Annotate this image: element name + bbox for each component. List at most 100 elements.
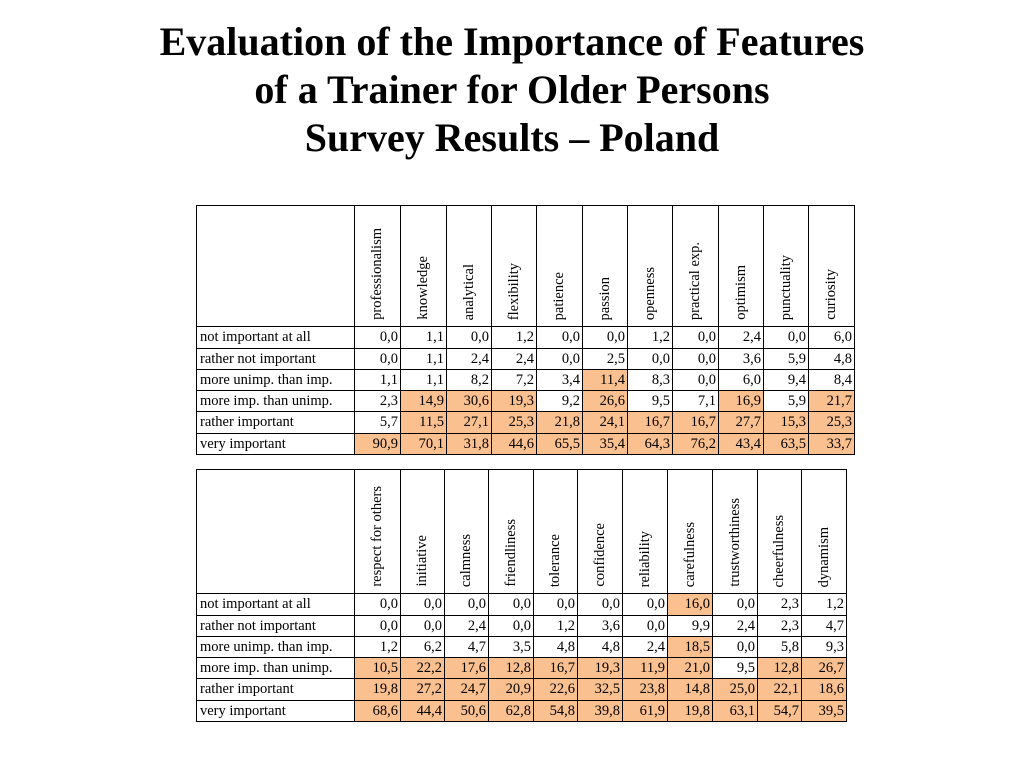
table-row: rather important 5,7 11,5 27,1 25,3 21,8 24,1 1… xyxy=(196,411,855,434)
column-header-label: practical exp. xyxy=(687,241,703,320)
value-cell: 2,4 xyxy=(444,615,489,637)
value-cell: 0,0 xyxy=(533,593,578,616)
title-line-3: Survey Results – Poland xyxy=(304,115,720,160)
column-header-label: reliability xyxy=(636,530,653,587)
column-header: professionalism xyxy=(354,205,401,327)
value-cell: 0,0 xyxy=(354,615,401,637)
value-cell: 22,1 xyxy=(757,678,802,701)
value-cell: 65,5 xyxy=(536,433,583,455)
column-header: trustworthiness xyxy=(712,469,758,594)
value-cell: 27,7 xyxy=(718,411,764,434)
value-cell: 14,9 xyxy=(400,390,447,412)
value-cell: 16,9 xyxy=(718,390,764,412)
value-cell: 0,0 xyxy=(672,348,719,370)
value-cell: 43,4 xyxy=(718,433,764,455)
value-cell: 0,0 xyxy=(400,593,445,616)
value-cell: 25,3 xyxy=(491,411,537,434)
column-header: friendliness xyxy=(488,469,534,594)
column-header-label: patience xyxy=(551,271,567,320)
title-line-1: Evaluation of the Importance of Features xyxy=(159,19,865,64)
row-label: rather important xyxy=(196,411,355,434)
column-header: confidence xyxy=(577,469,623,594)
value-cell: 3,4 xyxy=(536,369,583,391)
value-cell: 9,5 xyxy=(712,657,758,679)
value-cell: 33,7 xyxy=(808,433,855,455)
value-cell: 0,0 xyxy=(488,593,534,616)
column-header-label: tolerance xyxy=(547,533,563,587)
column-header: openness xyxy=(627,205,673,327)
value-cell: 0,0 xyxy=(488,615,534,637)
value-cell: 54,7 xyxy=(757,700,802,722)
value-cell: 68,6 xyxy=(354,700,401,722)
value-cell: 16,0 xyxy=(667,593,713,616)
column-header-label: respect for others xyxy=(369,486,385,587)
value-cell: 0,0 xyxy=(400,615,445,637)
value-cell: 2,5 xyxy=(582,348,628,370)
value-cell: 11,5 xyxy=(400,411,447,434)
value-cell: 19,8 xyxy=(354,678,401,701)
value-cell: 1,2 xyxy=(354,636,401,658)
value-cell: 63,5 xyxy=(763,433,809,455)
column-header: tolerance xyxy=(533,469,578,594)
column-header-label: punctuality xyxy=(777,254,794,320)
corner-cell xyxy=(196,205,355,327)
row-label: very important xyxy=(196,700,355,722)
value-cell: 3,6 xyxy=(577,615,623,637)
value-cell: 1,2 xyxy=(627,326,673,349)
value-cell: 0,0 xyxy=(444,593,489,616)
value-cell: 24,1 xyxy=(582,411,628,434)
row-label: more imp. than unimp. xyxy=(196,390,355,412)
value-cell: 26,6 xyxy=(582,390,628,412)
value-cell: 2,4 xyxy=(446,348,492,370)
value-cell: 18,5 xyxy=(667,636,713,658)
value-cell: 25,0 xyxy=(712,678,758,701)
value-cell: 9,9 xyxy=(667,615,713,637)
value-cell: 8,2 xyxy=(446,369,492,391)
column-header: calmness xyxy=(444,469,489,594)
value-cell: 18,6 xyxy=(801,678,847,701)
table-row: more unimp. than imp. 1,1 1,1 8,2 7,2 3,4 11,4… xyxy=(196,369,855,391)
value-cell: 1,2 xyxy=(801,593,847,616)
column-header: knowledge xyxy=(400,205,447,327)
table-row: rather not important 0,0 1,1 2,4 2,4 0,0 2,5 0,… xyxy=(196,348,855,370)
value-cell: 21,0 xyxy=(667,657,713,679)
value-cell: 22,2 xyxy=(400,657,445,679)
column-header: curiosity xyxy=(808,205,855,327)
value-cell: 4,8 xyxy=(577,636,623,658)
value-cell: 44,6 xyxy=(491,433,537,455)
value-cell: 39,5 xyxy=(801,700,847,722)
column-header: dynamism xyxy=(801,469,847,594)
value-cell: 44,4 xyxy=(400,700,445,722)
value-cell: 3,5 xyxy=(488,636,534,658)
value-cell: 10,5 xyxy=(354,657,401,679)
value-cell: 9,2 xyxy=(536,390,583,412)
value-cell: 0,0 xyxy=(582,326,628,349)
value-cell: 11,9 xyxy=(622,657,668,679)
value-cell: 30,6 xyxy=(446,390,492,412)
value-cell: 2,4 xyxy=(491,348,537,370)
value-cell: 7,1 xyxy=(672,390,719,412)
value-cell: 61,9 xyxy=(622,700,668,722)
value-cell: 64,3 xyxy=(627,433,673,455)
value-cell: 0,0 xyxy=(354,593,401,616)
value-cell: 6,0 xyxy=(808,326,855,349)
value-cell: 2,4 xyxy=(712,615,758,637)
table-row: not important at all 0,0 0,0 0,0 0,0 0,0 0,0 0,… xyxy=(196,593,847,616)
value-cell: 15,3 xyxy=(763,411,809,434)
value-cell: 0,0 xyxy=(446,326,492,349)
value-cell: 76,2 xyxy=(672,433,719,455)
value-cell: 31,8 xyxy=(446,433,492,455)
value-cell: 35,4 xyxy=(582,433,628,455)
value-cell: 0,0 xyxy=(627,348,673,370)
value-cell: 2,4 xyxy=(622,636,668,658)
column-header: flexibility xyxy=(491,205,537,327)
value-cell: 19,8 xyxy=(667,700,713,722)
value-cell: 4,7 xyxy=(801,615,847,637)
column-header: punctuality xyxy=(763,205,809,327)
value-cell: 23,8 xyxy=(622,678,668,701)
column-header-label: trustworthiness xyxy=(726,498,743,587)
table-row: more imp. than unimp. 2,3 14,9 30,6 19,3 9,2 2… xyxy=(196,390,855,412)
value-cell: 32,5 xyxy=(577,678,623,701)
value-cell: 4,8 xyxy=(533,636,578,658)
value-cell: 6,0 xyxy=(718,369,764,391)
